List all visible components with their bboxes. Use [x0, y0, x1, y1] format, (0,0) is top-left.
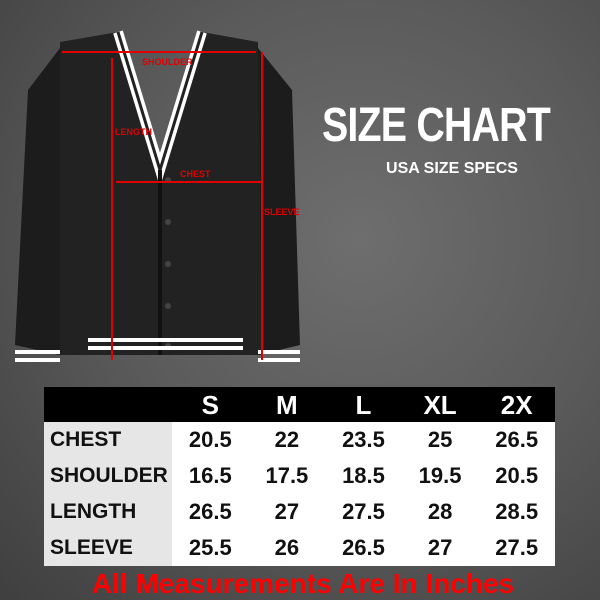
measurement-cell: 20.5	[495, 463, 539, 488]
table-row-length: LENGTH 26.5 27 27.5 28 28.5	[44, 494, 555, 530]
measurement-cell: 26.5	[342, 535, 385, 560]
table-row-shoulder: SHOULDER 16.5 17.5 18.5 19.5 20.5	[44, 458, 555, 494]
row-label: SHOULDER	[44, 458, 172, 494]
measurement-cell: 25	[427, 427, 453, 452]
measurement-cell: 19.5	[418, 463, 462, 488]
measurement-cell: 27	[427, 535, 453, 560]
measurement-cell: 26.5	[188, 499, 232, 524]
size-s: S	[172, 387, 249, 422]
length-label: LENGTH	[115, 127, 152, 137]
row-label: LENGTH	[44, 494, 172, 530]
measurement-note: All Measurements Are In Inches	[91, 568, 515, 599]
size-l: L	[325, 387, 402, 422]
measurement-cell: 23.5	[342, 427, 385, 452]
size-header-row: S M L XL 2X	[44, 387, 555, 422]
header-blank	[44, 387, 172, 422]
measurement-cell: 26.5	[495, 427, 539, 452]
table-row-sleeve: SLEEVE 25.5 26 26.5 27 27.5	[44, 530, 555, 566]
size-m: M	[248, 387, 326, 422]
row-label: SLEEVE	[44, 530, 172, 566]
measurement-cell: 27	[274, 499, 300, 524]
measurement-cell: 27.5	[495, 535, 539, 560]
shoulder-label: SHOULDER	[142, 57, 193, 67]
measurement-cell: 17.5	[265, 463, 309, 488]
measurement-cell: 27.5	[342, 499, 385, 524]
sleeve-label: SLEEVE	[264, 207, 300, 217]
chest-label: CHEST	[180, 169, 211, 179]
measurement-cell: 16.5	[188, 463, 232, 488]
size-table: S M L XL 2X CHEST 20.5 22 23.5 25 26.5 SHOULDE…	[44, 387, 555, 566]
measurement-cell: 18.5	[342, 463, 385, 488]
size-xl: XL	[401, 387, 479, 422]
measurement-cell: 26	[274, 535, 300, 560]
row-label: CHEST	[44, 422, 172, 458]
size-2x: 2X	[478, 387, 555, 422]
size-chart-subtitle: USA SIZE SPECS	[386, 160, 518, 177]
table-row-chest: CHEST 20.5 22 23.5 25 26.5	[44, 422, 555, 458]
measurement-cell: 20.5	[188, 427, 232, 452]
measurement-cell: 22	[274, 427, 300, 452]
measurement-cell: 28	[427, 499, 453, 524]
cardigan-image	[15, 30, 300, 362]
measurement-cell: 28.5	[495, 499, 539, 524]
measurement-cell: 25.5	[188, 535, 232, 560]
size-chart-title: SIZE CHART	[322, 99, 551, 152]
